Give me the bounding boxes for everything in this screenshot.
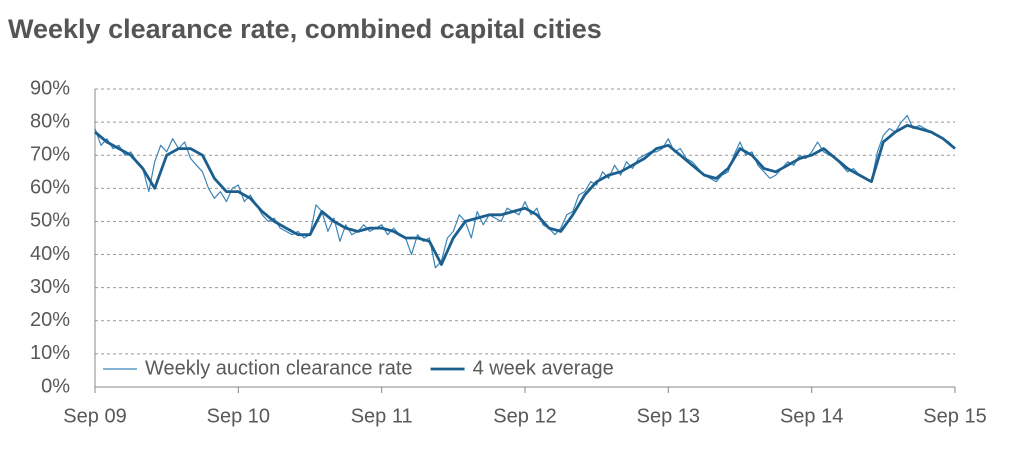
y-tick-label: 70% [30,144,70,166]
x-tick-label: Sep 10 [207,405,270,427]
x-tick-label: Sep 11 [351,405,413,427]
series-line [94,114,956,269]
x-tick-label: Sep 14 [780,405,843,427]
y-tick-label: 0% [41,375,70,397]
y-tick-label: 80% [30,110,70,132]
y-tick-label: 60% [30,177,70,199]
y-tick-label: 10% [30,342,70,364]
y-tick-label: 20% [30,309,70,331]
x-tick-label: Sep 09 [63,405,126,427]
y-tick-label: 90% [30,77,70,99]
x-tick-label: Sep 13 [637,405,700,427]
legend-label: 4 week average [473,357,614,379]
y-tick-label: 50% [30,210,70,232]
y-tick-label: 40% [30,243,70,265]
y-tick-label: 30% [30,276,70,298]
chart-title: Weekly clearance rate, combined capital … [8,14,602,44]
x-tick-label: Sep 15 [923,405,986,427]
legend-label: Weekly auction clearance rate [145,357,413,379]
series-line [94,124,956,266]
x-tick-label: Sep 12 [493,405,556,427]
